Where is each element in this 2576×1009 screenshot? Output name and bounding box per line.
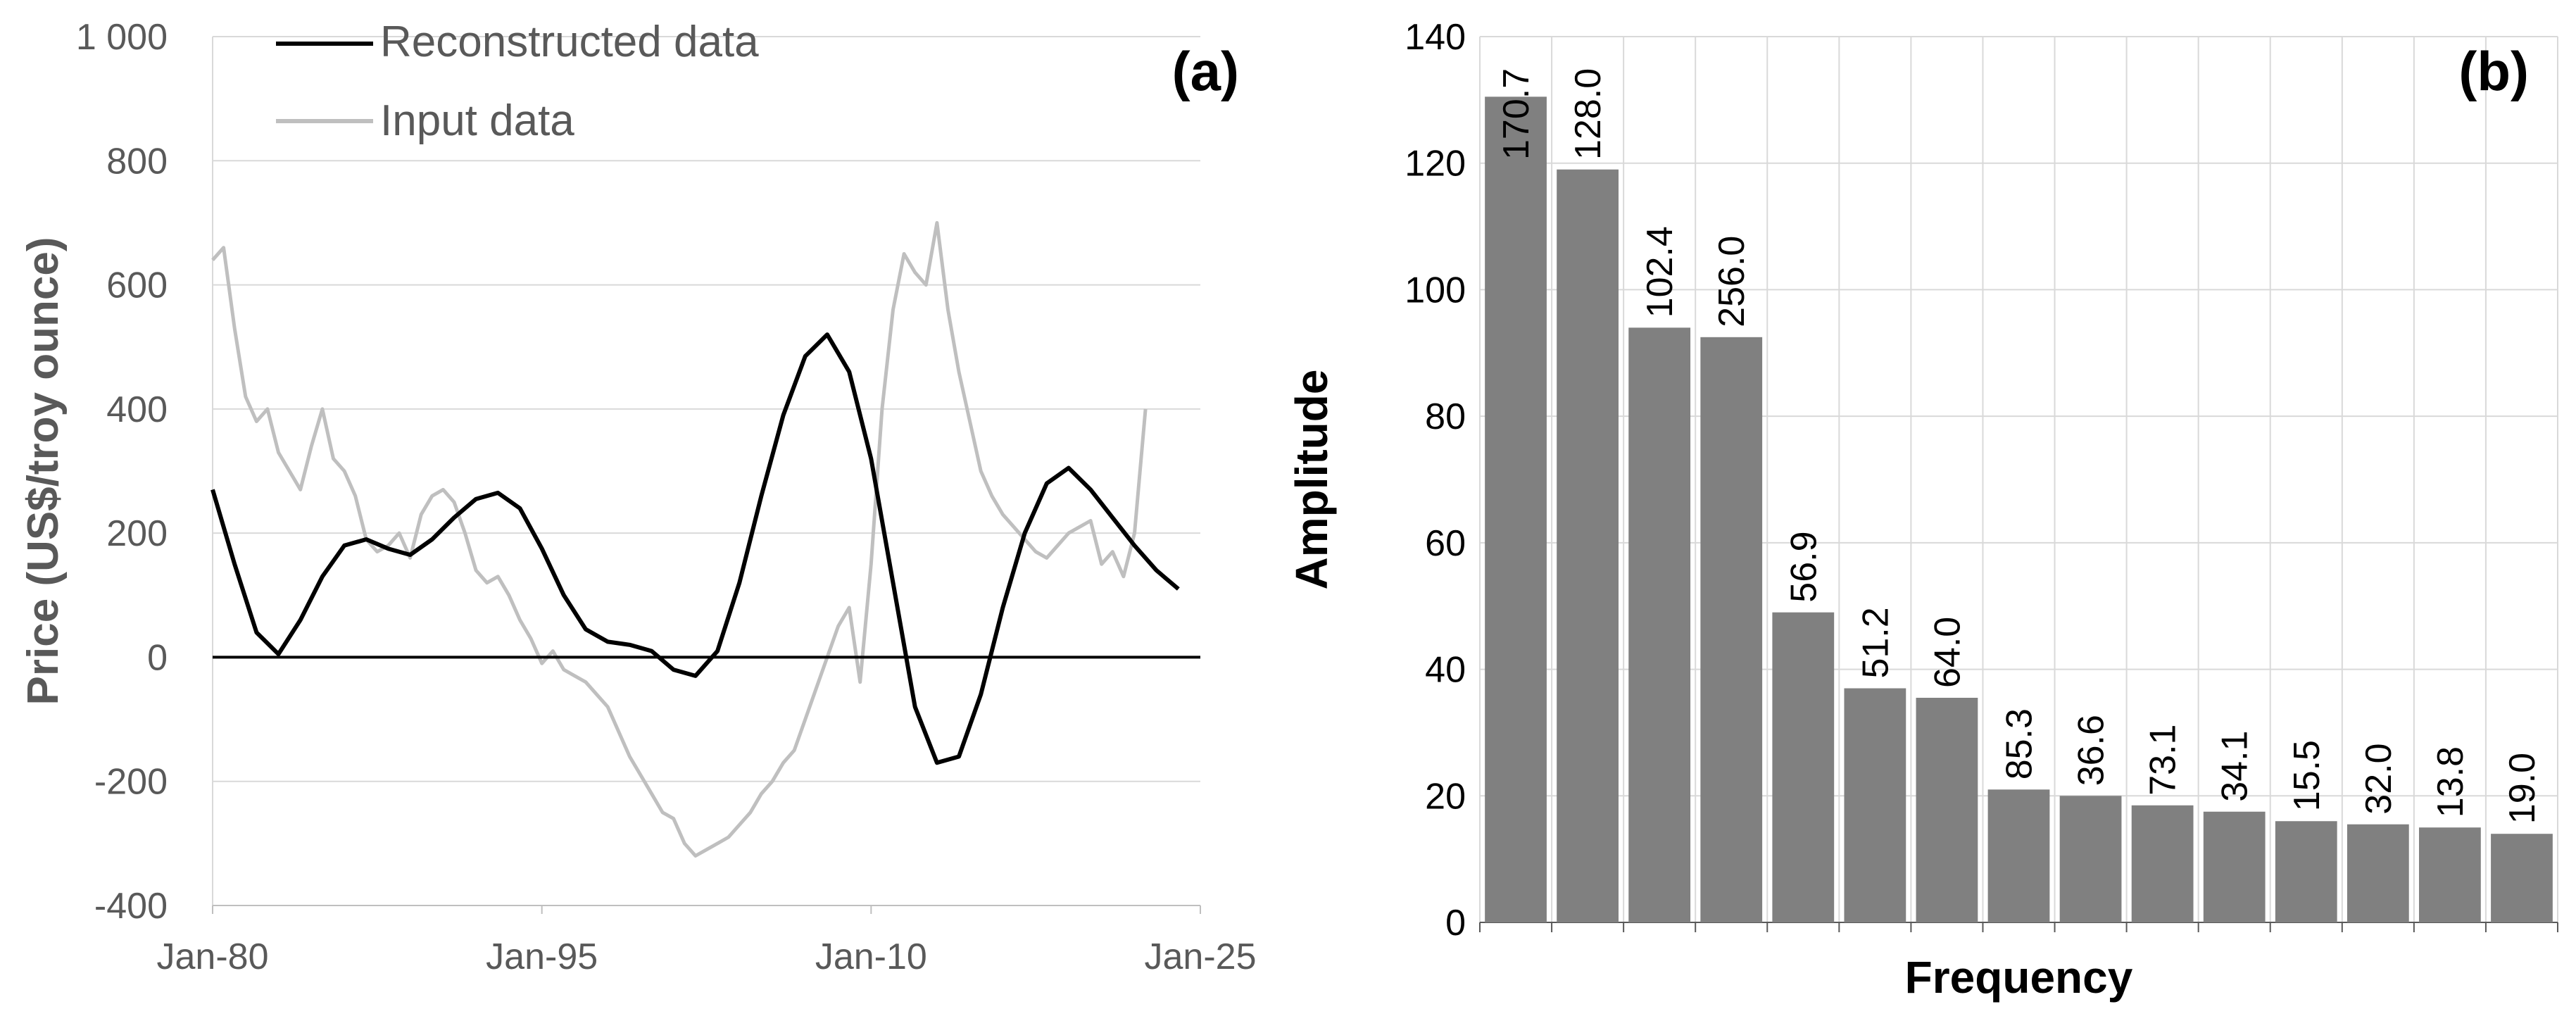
legend-label-reconstructed: Reconstructed data [380, 18, 759, 66]
bar-chart-panel: 0 20 40 60 80 100 120 140 Frequency Amplitude 170.… [1286, 17, 2558, 1003]
bar [1628, 327, 1691, 922]
bar [1772, 612, 1835, 922]
y-tick-label: 400 [106, 389, 168, 430]
y-tick-label: 20 [1425, 776, 1466, 817]
line-chart-panel: -400 -200 0 200 400 600 800 1 000 Jan-80 Jan-95 Ja… [19, 17, 1257, 977]
data-label: 256.0 [1711, 236, 1752, 327]
y-tick-label: 0 [147, 637, 168, 678]
y-tick-label: 120 [1405, 144, 1466, 184]
data-label: 19.0 [2502, 753, 2543, 824]
bar [2059, 796, 2122, 922]
panel-label: (a) [1172, 40, 1239, 102]
x-axis-title: Frequency [1905, 952, 2133, 1003]
x-tick-label: Jan-95 [486, 936, 598, 977]
data-label: 73.1 [2143, 725, 2184, 796]
y-tick-label: -200 [94, 762, 168, 803]
data-label: 51.2 [1855, 607, 1896, 678]
bar [2419, 827, 2481, 922]
y-tick-label: 600 [106, 265, 168, 306]
data-label: 64.0 [1927, 617, 1968, 688]
bar [1987, 789, 2050, 922]
bar [2491, 834, 2553, 922]
y-axis-title: Price (US$/troy ounce) [19, 237, 68, 706]
y-tick-label: -400 [94, 886, 168, 927]
data-label: 36.6 [2071, 715, 2112, 786]
data-label: 34.1 [2215, 731, 2256, 802]
data-label: 102.4 [1640, 226, 1680, 318]
y-tick-label: 40 [1425, 650, 1466, 691]
y-tick-label: 0 [1445, 903, 1466, 944]
bar [2131, 805, 2194, 922]
bar [1844, 688, 1906, 922]
bar [2275, 821, 2337, 922]
y-tick-label: 140 [1405, 17, 1466, 58]
series-line-input-data [211, 220, 1148, 858]
data-label: 13.8 [2430, 746, 2471, 817]
data-label: 56.9 [1783, 531, 1824, 602]
legend-label-input: Input data [380, 96, 574, 145]
data-label: 15.5 [2287, 740, 2327, 811]
y-tick-label: 100 [1405, 270, 1466, 311]
series-line-reconstructed-data [211, 332, 1180, 765]
data-label: 32.0 [2358, 744, 2399, 815]
data-label: 170.7 [1496, 68, 1537, 160]
bar [1557, 169, 1619, 923]
bar [2203, 811, 2266, 922]
bar [1700, 337, 1763, 923]
x-tick-label: Jan-25 [1145, 936, 1257, 977]
data-label: 128.0 [1568, 68, 1609, 160]
data-label: 85.3 [1999, 708, 2040, 779]
y-tick-label: 1 000 [76, 17, 168, 58]
x-tick-label: Jan-80 [157, 936, 269, 977]
bar [1485, 96, 1547, 923]
y-tick-label: 800 [106, 141, 168, 182]
y-tick-label: 200 [106, 513, 168, 554]
bar [2346, 824, 2409, 922]
y-tick-label: 80 [1425, 396, 1466, 437]
y-tick-label: 60 [1425, 523, 1466, 564]
y-axis-title: Amplitude [1286, 370, 1337, 590]
panel-label: (b) [2458, 40, 2529, 102]
x-tick-label: Jan-10 [815, 936, 927, 977]
bar [1916, 698, 1978, 922]
